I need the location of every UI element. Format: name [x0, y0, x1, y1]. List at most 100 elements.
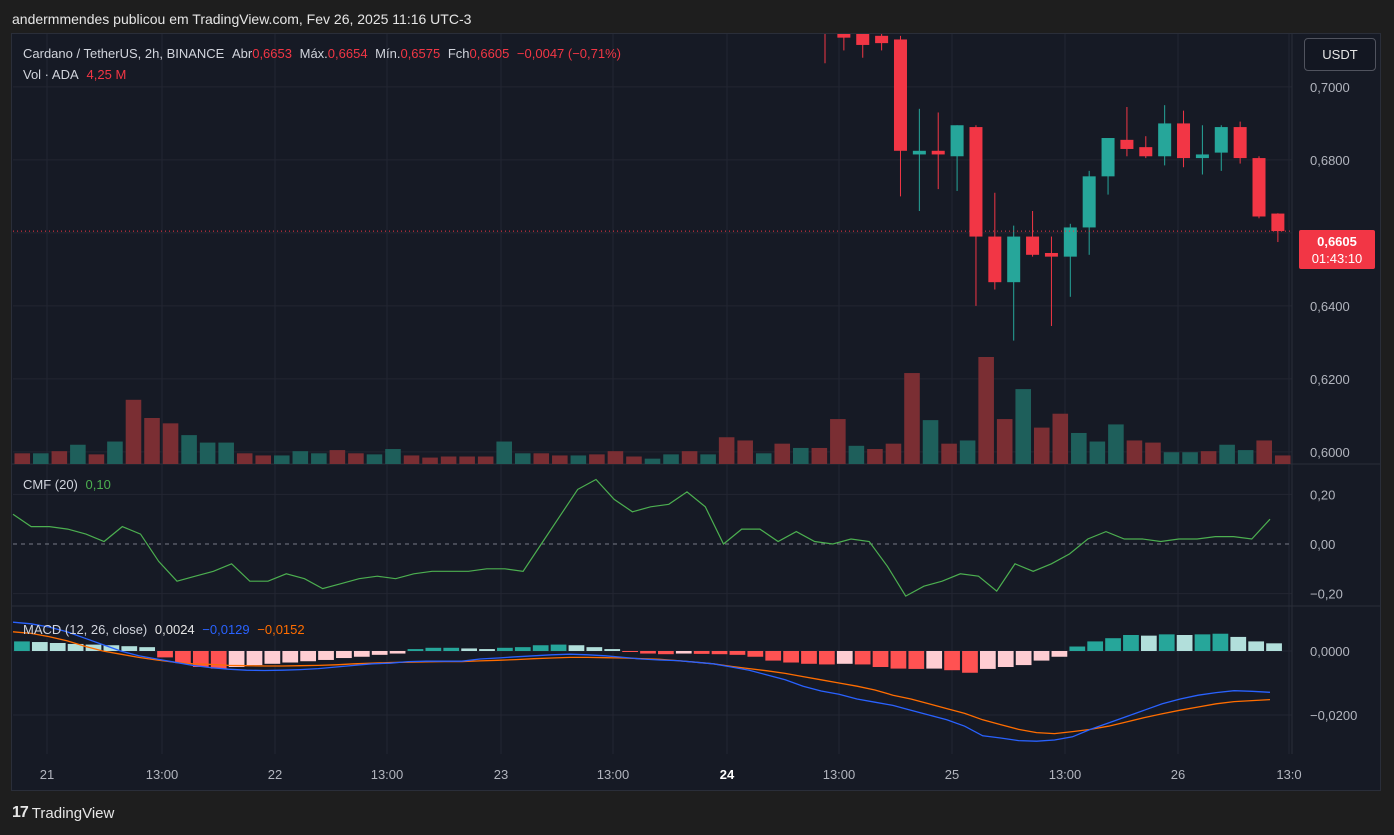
high-value: 0,6654	[327, 46, 368, 61]
macd-histogram-bar	[425, 647, 442, 651]
tradingview-name: TradingView	[31, 804, 115, 822]
volume-bar	[737, 440, 753, 464]
macd-histogram-bar	[336, 651, 352, 659]
volume-bar	[1052, 413, 1069, 464]
volume-bar	[589, 454, 605, 464]
cmf-line	[12, 478, 1271, 597]
macd-histogram-bar	[1230, 636, 1247, 651]
macd-histogram-bar	[550, 644, 567, 651]
cmf-legend: CMF (20) 0,10	[23, 477, 111, 492]
volume-bar	[1015, 389, 1032, 464]
volume-bar	[1163, 452, 1180, 464]
macd-histogram-bar	[157, 651, 173, 658]
macd-histogram-bar	[1248, 641, 1265, 651]
candle-body	[1252, 158, 1266, 217]
volume-bar	[255, 455, 272, 464]
macd-histogram-bar	[300, 651, 317, 662]
candle-body	[1158, 123, 1172, 157]
macd-histogram-bar	[192, 651, 209, 667]
volume-bar	[607, 451, 624, 464]
publisher-line: andermmendes publicou em TradingView.com…	[12, 11, 472, 27]
macd-histogram-bar	[997, 651, 1014, 667]
macd-histogram-bar	[1105, 638, 1121, 651]
cmf-pane	[12, 478, 1292, 597]
candle-body	[1271, 213, 1285, 232]
macd-histogram-bar	[461, 648, 477, 651]
volume-bar	[978, 357, 994, 464]
macd-histogram-bar	[532, 645, 549, 651]
currency-button[interactable]: USDT	[1304, 38, 1376, 71]
macd-histogram-bar	[139, 647, 156, 651]
candle-body	[969, 127, 983, 237]
volume-bar	[1274, 455, 1291, 464]
volume-bar	[144, 417, 160, 464]
volume-bar	[385, 449, 401, 464]
volume-bar	[218, 442, 234, 464]
close-label: Fch	[447, 46, 470, 61]
volume-bar	[273, 455, 290, 464]
macd-legend: MACD (12, 26, close) 0,0024 −0,0129 −0,0…	[23, 622, 305, 637]
volume-bar	[236, 453, 253, 464]
macd-histogram-bar	[604, 649, 621, 651]
candle-body	[856, 34, 870, 45]
volume-legend: Vol · ADA 4,25 M	[23, 67, 126, 82]
x-tick-label: 22	[268, 767, 282, 782]
price-tick-label: 0,6400	[1310, 299, 1350, 314]
volume-bar	[885, 443, 902, 464]
volume-bar	[496, 441, 512, 464]
volume-bar	[514, 453, 531, 464]
x-tick-label: 25	[945, 767, 959, 782]
cmf-label: CMF (20)	[23, 477, 78, 492]
macd-histogram-bar	[210, 651, 227, 669]
macd-histogram-bar	[353, 651, 370, 657]
macd-histogram-bar	[675, 651, 692, 654]
volume-bar	[366, 454, 383, 464]
macd-histogram-bar	[1069, 646, 1086, 651]
x-tick-label: 21	[40, 767, 54, 782]
macd-histogram-bar	[389, 651, 406, 654]
macd-histogram-bar	[1176, 635, 1193, 651]
macd-histogram-bar	[1123, 635, 1139, 651]
volume-bar	[681, 451, 698, 464]
macd-tick-label: 0,0000	[1310, 644, 1350, 659]
volume-bar	[533, 453, 550, 464]
chart-frame[interactable]: 0,6000 0,6200 0,6400 0,6800 0,7000 0,20 0,00 −0…	[11, 33, 1381, 791]
x-tick-label: 13:00	[1049, 767, 1082, 782]
volume-bar	[1126, 440, 1143, 464]
volume-bar	[1182, 452, 1198, 464]
volume-bar	[125, 399, 142, 464]
x-tick-label: 23	[494, 767, 508, 782]
open-value: 0,6653	[252, 46, 292, 61]
macd-histogram-bar	[1015, 651, 1032, 666]
volume-bar	[959, 440, 976, 464]
macd-histogram-bar	[282, 651, 299, 663]
volume-bar	[570, 455, 587, 464]
cmf-tick-label: 0,20	[1310, 487, 1335, 502]
signal-value: −0,0152	[257, 622, 305, 637]
volume-bar	[811, 447, 828, 464]
macd-histogram-bar	[693, 651, 710, 654]
macd-label: MACD (12, 26, close)	[23, 622, 148, 637]
macd-histogram-bar	[890, 651, 907, 669]
macd-histogram-bar	[783, 651, 799, 663]
candle-body	[1120, 139, 1134, 149]
volume-bar	[311, 453, 327, 464]
macd-histogram-bar	[67, 643, 84, 651]
volume-bar	[292, 451, 309, 464]
tradingview-brand[interactable]: 17 TradingView	[12, 804, 114, 822]
x-tick-label: 24	[720, 767, 735, 782]
volume-bar	[1033, 427, 1050, 464]
macd-histogram-bar	[1266, 643, 1282, 651]
volume-bar	[14, 453, 31, 464]
chart-canvas[interactable]: 0,6000 0,6200 0,6400 0,6800 0,7000 0,20 0,00 −0…	[12, 34, 1380, 790]
macd-histogram-bar	[926, 651, 943, 669]
candle-body	[893, 39, 907, 151]
volume-label: Vol · ADA	[23, 67, 78, 82]
price-tick-label: 0,6800	[1310, 153, 1350, 168]
macd-tick-label: −0,0200	[1310, 708, 1357, 723]
macd-histogram-bar	[962, 651, 978, 673]
macd-histogram-bar	[1087, 641, 1104, 651]
open-label: Abr	[231, 46, 253, 61]
volume-bar	[755, 453, 772, 464]
x-tick-label: 13:00	[597, 767, 630, 782]
